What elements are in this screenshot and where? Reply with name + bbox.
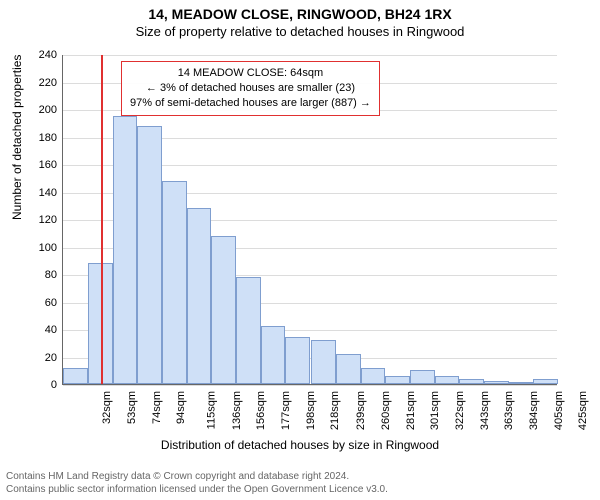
histogram-bar (162, 181, 187, 385)
x-tick-label: 198sqm (306, 391, 318, 430)
histogram-bar (137, 126, 162, 385)
y-tick-label: 20 (27, 352, 57, 364)
x-tick-label: 363sqm (503, 391, 515, 430)
gridline (63, 385, 557, 386)
histogram-bar (211, 236, 236, 385)
y-tick-label: 100 (27, 242, 57, 254)
y-tick-label: 200 (27, 104, 57, 116)
y-tick-label: 0 (27, 379, 57, 391)
histogram-bar (533, 379, 558, 385)
x-tick-label: 74sqm (151, 391, 163, 424)
y-tick-label: 60 (27, 297, 57, 309)
x-tick-label: 115sqm (206, 391, 218, 429)
chart-area: 02040608010012014016018020022024032sqm53… (62, 55, 557, 385)
callout-line: 97% of semi-detached houses are larger (… (130, 96, 371, 111)
x-tick-label: 156sqm (255, 391, 267, 430)
y-tick-label: 120 (27, 214, 57, 226)
reference-line (101, 55, 103, 384)
y-tick-label: 140 (27, 187, 57, 199)
x-tick-label: 136sqm (231, 391, 243, 430)
x-tick-label: 301sqm (429, 391, 441, 430)
histogram-bar (509, 382, 533, 384)
histogram-bar (261, 326, 285, 384)
histogram-bar (63, 368, 88, 385)
footer-attribution: Contains HM Land Registry data © Crown c… (6, 471, 388, 496)
x-axis-label: Distribution of detached houses by size … (0, 438, 600, 452)
y-tick-label: 240 (27, 49, 57, 61)
footer-line: Contains public sector information licen… (6, 484, 388, 497)
x-tick-label: 322sqm (454, 391, 466, 430)
x-tick-label: 425sqm (577, 391, 589, 430)
plot-area: 02040608010012014016018020022024032sqm53… (62, 55, 557, 385)
x-tick-label: 260sqm (380, 391, 392, 430)
histogram-bar (311, 340, 336, 384)
histogram-bar (285, 337, 310, 384)
x-tick-label: 32sqm (101, 391, 113, 424)
y-tick-label: 80 (27, 269, 57, 281)
x-tick-label: 281sqm (405, 391, 417, 430)
y-tick-label: 220 (27, 77, 57, 89)
footer-line: Contains HM Land Registry data © Crown c… (6, 471, 388, 484)
y-tick-label: 180 (27, 132, 57, 144)
histogram-bar (385, 376, 410, 384)
chart-subtitle: Size of property relative to detached ho… (0, 24, 600, 39)
histogram-bar (336, 354, 361, 384)
histogram-bar (187, 208, 211, 384)
callout-line: ← 3% of detached houses are smaller (23) (130, 81, 371, 96)
x-tick-label: 53sqm (126, 391, 138, 424)
chart-title: 14, MEADOW CLOSE, RINGWOOD, BH24 1RX (0, 6, 600, 22)
histogram-bar (484, 381, 509, 384)
x-tick-label: 94sqm (175, 391, 187, 424)
gridline (63, 55, 557, 56)
x-tick-label: 239sqm (355, 391, 367, 430)
x-tick-label: 218sqm (330, 391, 342, 430)
histogram-bar (236, 277, 261, 384)
x-tick-label: 177sqm (281, 391, 293, 430)
x-tick-label: 343sqm (479, 391, 491, 430)
histogram-bar (435, 376, 459, 384)
x-tick-label: 405sqm (553, 391, 565, 430)
callout-line: 14 MEADOW CLOSE: 64sqm (130, 66, 371, 81)
histogram-bar (459, 379, 484, 385)
y-tick-label: 40 (27, 324, 57, 336)
histogram-bar (410, 370, 435, 384)
callout-box: 14 MEADOW CLOSE: 64sqm← 3% of detached h… (121, 61, 380, 116)
y-tick-label: 160 (27, 159, 57, 171)
x-tick-label: 384sqm (528, 391, 540, 430)
histogram-bar (113, 116, 137, 384)
histogram-bar (361, 368, 385, 385)
y-axis-label: Number of detached properties (10, 55, 24, 220)
